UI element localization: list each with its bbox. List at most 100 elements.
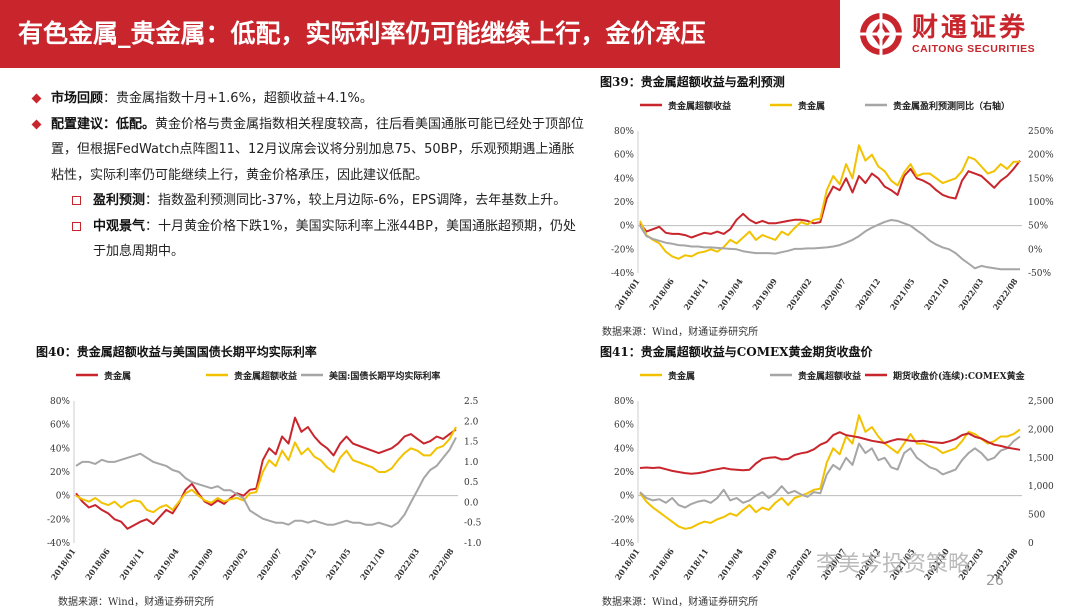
x-tick-label: 2021/05	[324, 546, 353, 581]
x-tick-label: 2022/08	[991, 276, 1020, 312]
y2-tick-label: 500	[1028, 511, 1045, 521]
chart-title: 图40：贵金属超额收益与美国国债长期平均实际利率	[36, 345, 317, 359]
bullet-allocation: 配置建议：低配。黄金价格与贵金属指数相关程度较高，往后看美国通胀可能已经处于顶部…	[26, 112, 586, 189]
y-tick-label: -40%	[47, 539, 70, 549]
y2-tick-label: 50%	[1028, 222, 1048, 232]
legend-label: 贵金属	[104, 370, 131, 382]
x-tick-label: 2022/03	[392, 546, 421, 582]
y-tick-label: 20%	[614, 198, 634, 208]
legend-label: 贵金属超额收益	[798, 370, 861, 382]
x-tick-label: 2019/09	[750, 276, 779, 312]
x-tick-label: 2018/01	[49, 546, 78, 581]
bullet-market-review: 市场回顾：贵金属指数十月+1.6%，超额收益+4.1%。	[26, 86, 586, 112]
chart-title: 图41：贵金属超额收益与COMEX黄金期货收盘价	[600, 345, 873, 359]
company-logo: 财通证券 CAITONG SECURITIES	[840, 0, 1080, 68]
y2-tick-label: 150%	[1028, 174, 1054, 184]
chart-41-excess-return-comex-gold: 图41：贵金属超额收益与COMEX黄金期货收盘价 贵金属 贵金属超额收益 期货收盘价…	[600, 343, 1070, 608]
chart-plot: 贵金属 贵金属超额收益 期货收盘价(连续):COMEX黄金 80% 60% 40% 20% 0…	[611, 370, 1054, 582]
chart-source: 数据来源：Wind，财通证券研究所	[602, 597, 759, 608]
y2-tick-label: 0%	[1028, 245, 1043, 255]
series-line	[639, 414, 1021, 530]
y2-tick-label: 100%	[1028, 198, 1054, 208]
bullet-diamond-icon	[31, 93, 42, 104]
y-tick-label: 80%	[614, 397, 634, 407]
sub-bullet-square-icon	[72, 221, 81, 231]
sub-bullet-earnings: 盈利预测：指数盈利预测同比-37%，较上月边际-6%，EPS调降，去年基数上升。	[26, 188, 586, 214]
logo-emblem-icon	[860, 13, 902, 55]
x-tick-label: 2022/03	[956, 276, 985, 312]
y-tick-label: 60%	[50, 421, 70, 431]
watermark: 李美岑投资策略	[816, 552, 971, 577]
x-tick-label: 2018/06	[83, 546, 112, 582]
sub-bullet-prosperity: 中观景气：十月黄金价格下跌1%，美国实际利率上涨44BP，美国通胀超预期，仍处于…	[26, 214, 586, 265]
chart-39-excess-return-earnings: 图39：贵金属超额收益与盈利预测 贵金属超额收益 贵金属 贵金属盈利预测同比（右轴）…	[600, 73, 1070, 338]
slide-title: 有色金属_贵金属：低配，实际利率仍可能继续上行，金价承压	[18, 19, 706, 48]
y-tick-label: -20%	[47, 515, 70, 525]
y-tick-label: 0%	[620, 222, 635, 232]
y-tick-label: 40%	[50, 444, 70, 454]
series-line	[75, 437, 457, 528]
x-tick-label: 2018/06	[647, 546, 676, 582]
y-tick-label: 40%	[614, 444, 634, 454]
legend-label: 贵金属盈利预测同比（右轴）	[893, 100, 1010, 112]
series-line	[639, 219, 1020, 271]
legend-label: 贵金属	[798, 100, 825, 112]
series-line	[639, 159, 1021, 239]
y-tick-label: 20%	[50, 468, 70, 478]
chart-source: 数据来源：Wind，财通证券研究所	[58, 597, 215, 608]
series-line	[639, 431, 1021, 475]
x-tick-label: 2020/07	[255, 546, 284, 581]
x-tick-label: 2018/06	[647, 276, 676, 312]
logo-english-name: CAITONG SECURITIES	[912, 43, 1036, 55]
legend-label: 贵金属超额收益	[668, 100, 731, 112]
y2-tick-label: 0.5	[464, 478, 479, 488]
x-tick-label: 2018/11	[681, 546, 710, 581]
chart-title: 图39：贵金属超额收益与盈利预测	[600, 75, 785, 89]
y2-tick-label: 1,500	[1028, 454, 1054, 464]
x-tick-label: 2021/10	[922, 276, 951, 312]
x-tick-label: 2019/04	[716, 276, 745, 312]
x-tick-label: 2020/12	[853, 276, 882, 311]
legend-label: 期货收盘价(连续):COMEX黄金	[893, 370, 1026, 382]
bullet-diamond-icon	[31, 119, 42, 129]
chart-plot: 贵金属 贵金属超额收益 美国:国债长期平均实际利率 80% 60% 40% 20% 0% -20…	[47, 370, 482, 582]
y-tick-label: 80%	[50, 397, 70, 407]
logo-chinese-name: 财通证券	[912, 13, 1029, 43]
y-tick-label: -20%	[611, 245, 634, 255]
legend-label: 贵金属超额收益	[234, 370, 297, 382]
y2-tick-label: 2.0	[464, 417, 479, 427]
y2-tick-label: 0.0	[464, 498, 479, 508]
x-tick-label: 2018/11	[117, 546, 146, 581]
y2-tick-label: 250%	[1028, 127, 1054, 137]
x-tick-label: 2022/08	[427, 546, 456, 582]
y-tick-label: 0%	[56, 492, 71, 502]
y2-tick-label: 2.5	[464, 397, 479, 407]
y-tick-label: 20%	[614, 468, 634, 478]
x-tick-label: 2020/02	[220, 546, 249, 581]
y2-tick-label: 1.5	[464, 438, 479, 448]
x-tick-label: 2019/04	[716, 546, 745, 582]
series-line	[75, 416, 457, 530]
y-tick-label: -40%	[611, 269, 634, 279]
y2-tick-label: -0.5	[464, 519, 482, 529]
series-line	[639, 435, 1021, 509]
y-tick-label: 60%	[614, 151, 634, 161]
series-line	[75, 426, 457, 514]
chart-40-excess-return-real-rate: 图40：贵金属超额收益与美国国债长期平均实际利率 贵金属 贵金属超额收益 美国:国债…	[36, 343, 506, 608]
sub-bullet-square-icon	[72, 196, 81, 205]
legend-label: 贵金属	[668, 370, 695, 382]
y-tick-label: -40%	[611, 539, 634, 549]
x-tick-label: 2018/11	[681, 276, 710, 311]
x-tick-label: 2018/01	[613, 276, 642, 311]
y2-tick-label: 1,000	[1028, 482, 1054, 492]
x-tick-label: 2020/12	[289, 546, 318, 581]
y2-tick-label: 2,000	[1028, 425, 1054, 435]
x-tick-label: 2021/10	[358, 546, 387, 582]
y2-tick-label: 2,500	[1028, 397, 1054, 407]
y-tick-label: 60%	[614, 421, 634, 431]
x-tick-label: 2020/07	[819, 276, 848, 311]
x-tick-label: 2019/04	[152, 546, 181, 582]
y-tick-label: -20%	[611, 515, 634, 525]
y-tick-label: 40%	[614, 174, 634, 184]
summary-text: 市场回顾：贵金属指数十月+1.6%，超额收益+4.1%。 配置建议：低配。黄金价…	[26, 86, 586, 265]
